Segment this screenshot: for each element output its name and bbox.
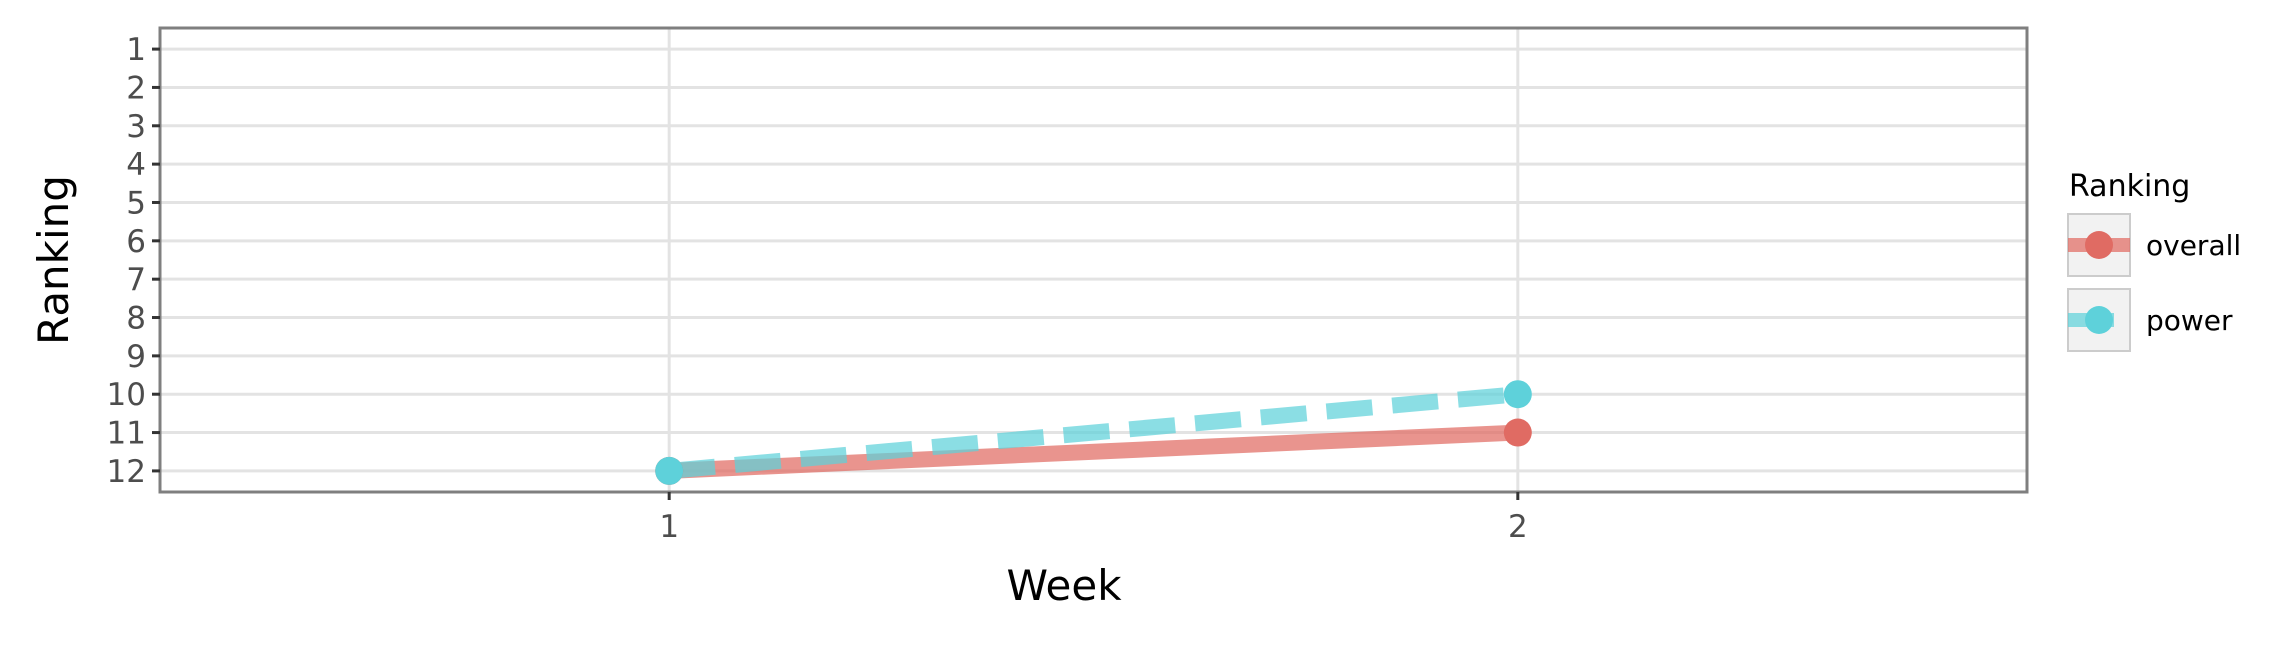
y-tick-label: 9 [126,339,146,375]
legend-item-overall: overall [2067,213,2241,277]
y-tick-label: 10 [107,377,146,413]
y-axis-label: Ranking [29,175,78,345]
plot-background [160,28,2027,492]
y-tick-label: 12 [107,454,146,490]
legend-label: power [2146,304,2233,337]
data-point-overall [1503,418,1532,447]
y-tick-label: 8 [126,301,146,337]
grid [160,28,2027,492]
legend-key-marker [2085,231,2113,259]
legend-label: overall [2146,229,2241,262]
legend-item-power: power [2067,288,2233,352]
legend-title: Ranking [2069,169,2190,204]
series-points-power [655,380,1532,485]
legend: Ranking overall power [2067,169,2241,352]
y-tick-label: 5 [126,185,146,221]
plot-border [158,26,2029,494]
y-tick-label: 3 [126,109,146,145]
y-tick-label: 7 [126,262,146,298]
series-layer [655,380,1532,485]
y-tick-label: 2 [126,70,146,106]
data-point-power [1503,380,1532,409]
legend-key-marker [2085,306,2113,334]
x-axis-label: Week [1006,561,1122,610]
series-line-power [668,386,1519,479]
y-tick-label: 6 [126,224,146,260]
x-tick-label: 2 [1508,509,1528,545]
y-tick-label: 11 [107,416,146,452]
data-point-power [655,456,684,485]
y-tick-label: 1 [126,32,146,68]
series-power [668,386,1519,479]
x-tick-label: 1 [659,509,679,545]
y-tick-label: 4 [126,147,146,183]
